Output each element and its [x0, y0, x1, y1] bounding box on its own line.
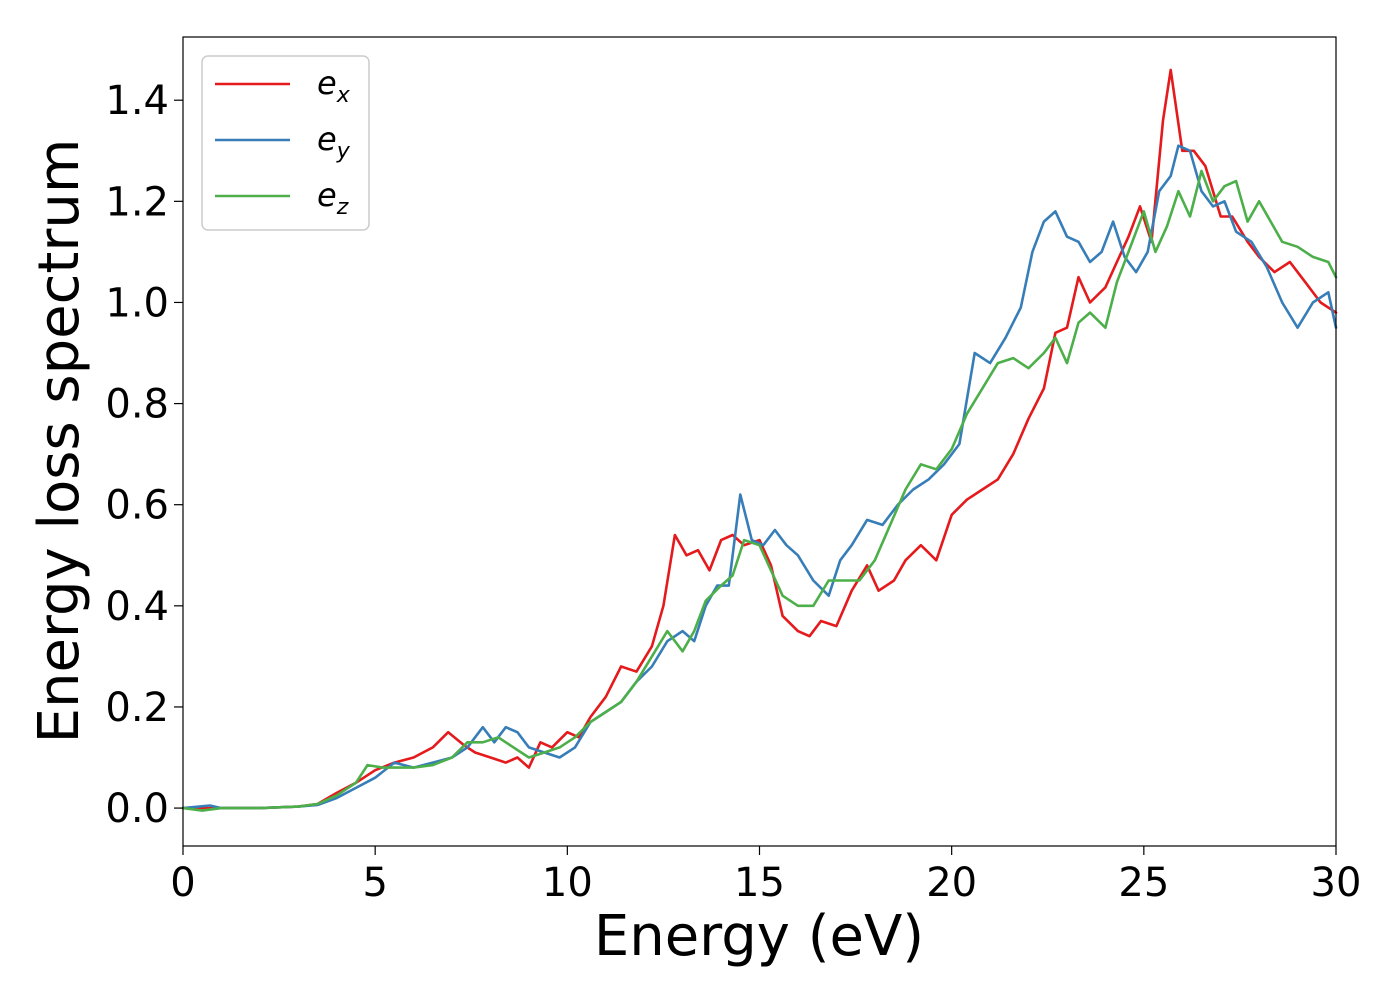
legend-label-y: ey	[317, 120, 351, 164]
y-tick-label: 1.0	[105, 280, 169, 326]
x-tick-label: 10	[542, 860, 593, 906]
legend: ex ey ez	[201, 55, 370, 231]
y-tick-label: 1.2	[105, 179, 169, 225]
x-tick-label: 15	[734, 860, 785, 906]
y-tick-label: 0.0	[105, 786, 169, 832]
legend-box	[201, 55, 370, 231]
y-tick-label: 0.8	[105, 382, 169, 428]
x-tick-label: 0	[170, 860, 195, 906]
x-tick-label: 5	[362, 860, 387, 906]
series-layer	[181, 68, 1338, 812]
y-tick-label: 0.4	[105, 584, 169, 630]
plot-area	[183, 37, 1336, 846]
x-tick-label: 20	[926, 860, 977, 906]
y-tick-label: 0.6	[105, 483, 169, 529]
x-axis-ticks: 0 5 10 15 20 25 30	[170, 846, 1361, 906]
y-axis-ticks: 0.0 0.2 0.4 0.6 0.8 1.0 1.2 1.4	[105, 78, 183, 832]
series-line-z	[181, 169, 1338, 812]
y-axis-label: Energy loss spectrum	[27, 139, 92, 744]
x-tick-label: 25	[1118, 860, 1169, 906]
x-axis-label: Energy (eV)	[594, 904, 924, 969]
series-line-y	[181, 144, 1338, 810]
legend-label-z: ez	[317, 176, 349, 220]
legend-label-x: ex	[317, 64, 351, 108]
series-line-x	[181, 68, 1338, 810]
y-tick-label: 0.2	[105, 685, 169, 731]
x-tick-label: 30	[1311, 860, 1362, 906]
y-tick-label: 1.4	[105, 78, 169, 124]
